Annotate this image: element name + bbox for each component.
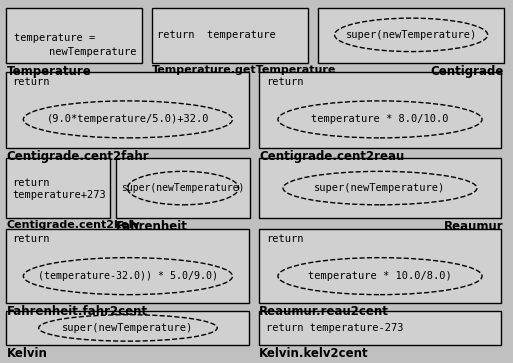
FancyBboxPatch shape	[7, 72, 249, 148]
Text: Kelvin: Kelvin	[7, 347, 47, 360]
Text: Temperature: Temperature	[7, 65, 91, 78]
Text: return  temperature: return temperature	[157, 30, 276, 40]
Text: Centigrade.cent2fahr: Centigrade.cent2fahr	[7, 150, 149, 163]
Text: return: return	[13, 234, 50, 244]
Text: (9.0*temperature/5.0)+32.0: (9.0*temperature/5.0)+32.0	[47, 114, 209, 125]
FancyBboxPatch shape	[259, 229, 501, 303]
Text: super(newTemperature): super(newTemperature)	[62, 323, 193, 333]
Text: super(newTemperature): super(newTemperature)	[314, 183, 446, 193]
Text: (temperature-32.0)) * 5.0/9.0): (temperature-32.0)) * 5.0/9.0)	[38, 271, 218, 281]
Text: temperature * 10.0/8.0): temperature * 10.0/8.0)	[308, 271, 452, 281]
Text: super(newTemperature): super(newTemperature)	[345, 30, 477, 40]
Text: temperature * 8.0/10.0: temperature * 8.0/10.0	[311, 114, 449, 125]
FancyBboxPatch shape	[116, 158, 250, 218]
Text: return temperature-273: return temperature-273	[266, 323, 403, 333]
FancyBboxPatch shape	[259, 158, 501, 218]
Text: Temperature.getTemperature: Temperature.getTemperature	[152, 65, 337, 76]
FancyBboxPatch shape	[7, 229, 249, 303]
Text: return
temperature+273: return temperature+273	[13, 178, 106, 200]
Text: Reaumur: Reaumur	[444, 220, 504, 233]
Text: super(newTemperature): super(newTemperature)	[122, 183, 245, 193]
FancyBboxPatch shape	[259, 311, 501, 345]
Text: Fahrenheit: Fahrenheit	[116, 220, 188, 233]
Text: temperature =: temperature =	[14, 33, 95, 43]
FancyBboxPatch shape	[7, 158, 110, 218]
Text: return: return	[266, 77, 303, 87]
FancyBboxPatch shape	[7, 311, 249, 345]
FancyBboxPatch shape	[7, 8, 142, 63]
Text: Reaumur.reau2cent: Reaumur.reau2cent	[259, 305, 389, 318]
Text: Centigrade.cent2reau: Centigrade.cent2reau	[259, 150, 404, 163]
Text: Centigrade.cent2kelv: Centigrade.cent2kelv	[7, 220, 140, 231]
Text: Fahrenheit.fahr2cent: Fahrenheit.fahr2cent	[7, 305, 148, 318]
Text: return: return	[266, 234, 303, 244]
FancyBboxPatch shape	[318, 8, 504, 63]
FancyBboxPatch shape	[259, 72, 501, 148]
Text: newTemperature: newTemperature	[49, 48, 136, 57]
Text: Kelvin.kelv2cent: Kelvin.kelv2cent	[259, 347, 369, 360]
Text: Centigrade: Centigrade	[430, 65, 504, 78]
Text: return: return	[13, 77, 50, 87]
FancyBboxPatch shape	[152, 8, 307, 63]
